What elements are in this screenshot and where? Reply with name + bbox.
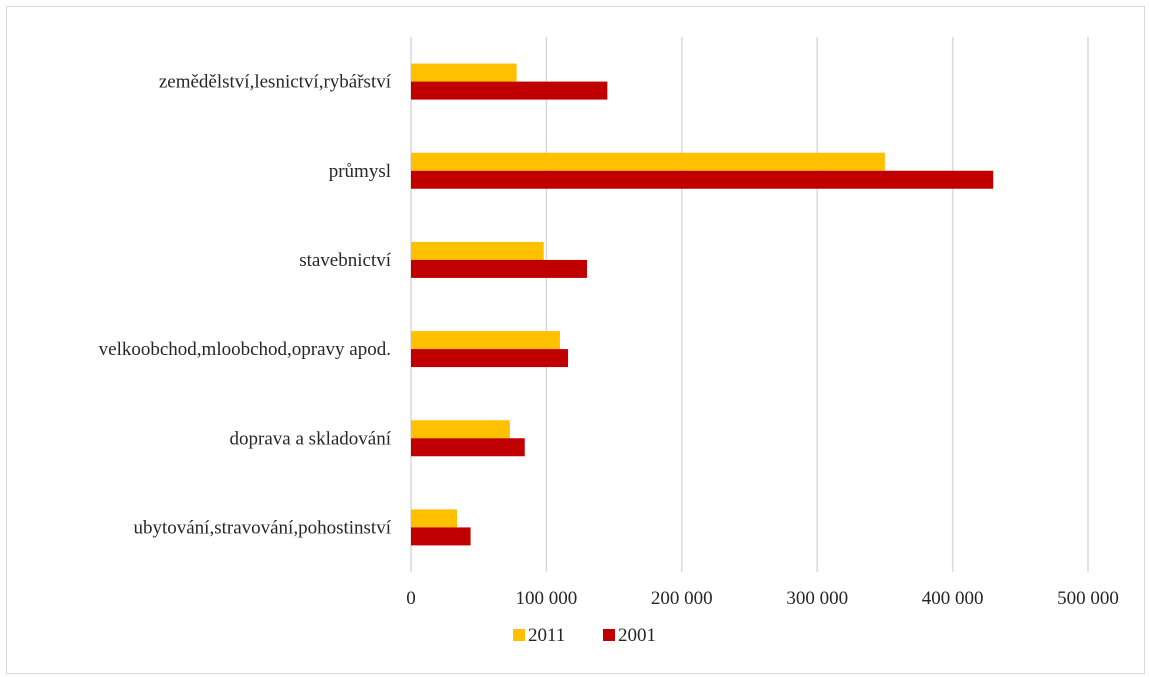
bar-2011-0 (411, 63, 517, 82)
bar-2011-4 (411, 420, 510, 439)
x-tick-label: 0 (406, 588, 416, 609)
bar-2011-3 (411, 331, 560, 350)
chart-frame: 0 100 000 200 000 300 000 400 000 500 000 země… (6, 6, 1145, 674)
bar-2001-0 (411, 81, 608, 100)
legend-swatch-2011 (513, 629, 525, 641)
category-label: stavebnictví (299, 250, 392, 271)
category-label: velkoobchod,mloobchod,opravy apod. (99, 339, 391, 360)
bar-2011-2 (411, 241, 544, 260)
legend-label: 2001 (618, 625, 656, 646)
category-label: doprava a skladování (230, 428, 392, 449)
category-label: zemědělství,lesnictví,rybářství (159, 72, 392, 93)
category-label: ubytování,stravování,pohostinství (133, 517, 391, 538)
category-label: průmysl (329, 161, 391, 182)
x-tick-label: 300 000 (786, 588, 848, 609)
bar-2001-3 (411, 349, 569, 368)
x-tick-label: 500 000 (1057, 588, 1119, 609)
x-tick-label: 200 000 (651, 588, 713, 609)
bar-2011-5 (411, 509, 458, 528)
x-tick-label: 100 000 (516, 588, 578, 609)
bar-2011-1 (411, 152, 885, 171)
bar-2001-4 (411, 438, 525, 457)
legend-label: 2011 (528, 625, 565, 646)
bar-chart: 0 100 000 200 000 300 000 400 000 500 000 země… (99, 37, 1119, 646)
legend-swatch-2001 (603, 629, 615, 641)
x-tick-label: 400 000 (922, 588, 984, 609)
bar-2001-5 (411, 527, 471, 546)
bar-2001-2 (411, 259, 588, 278)
bar-2001-1 (411, 170, 994, 189)
